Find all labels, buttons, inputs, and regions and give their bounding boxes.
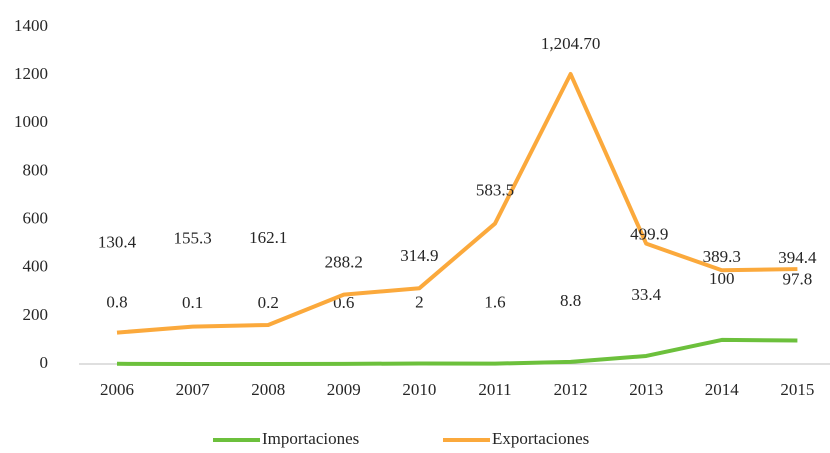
x-tick-label: 2007 — [176, 380, 211, 399]
series-line — [116, 72, 798, 335]
x-tick-label: 2011 — [478, 380, 511, 399]
x-tick-label: 2009 — [327, 380, 361, 399]
series-line — [116, 337, 798, 366]
y-tick-label: 1200 — [14, 64, 48, 83]
data-label: 394.4 — [778, 248, 817, 267]
data-label: 583.5 — [476, 180, 514, 199]
data-label: 2 — [415, 292, 424, 311]
data-label: 314.9 — [400, 246, 438, 265]
x-tick-label: 2014 — [705, 380, 740, 399]
data-label: 130.4 — [98, 233, 137, 252]
x-tick-label: 2010 — [402, 380, 436, 399]
y-tick-label: 400 — [23, 257, 49, 276]
y-tick-label: 600 — [23, 208, 49, 227]
x-tick-label: 2012 — [554, 380, 588, 399]
data-label: 1,204.70 — [541, 34, 601, 53]
x-tick-label: 2008 — [251, 380, 285, 399]
data-label: 499.9 — [630, 225, 668, 244]
data-label: 0.8 — [106, 293, 127, 312]
y-tick-label: 1000 — [14, 112, 48, 131]
x-tick-label: 2015 — [780, 380, 814, 399]
y-tick-label: 200 — [23, 305, 49, 324]
data-label: 33.4 — [631, 285, 661, 304]
data-label: 389.3 — [703, 247, 741, 266]
legend-label: Importaciones — [262, 429, 359, 448]
y-tick-label: 1400 — [14, 16, 48, 35]
data-label: 0.1 — [182, 293, 203, 312]
data-label: 155.3 — [173, 229, 211, 248]
legend-label: Exportaciones — [492, 429, 589, 448]
data-label: 288.2 — [325, 253, 363, 272]
x-tick-label: 2006 — [100, 380, 134, 399]
data-label: 162.1 — [249, 228, 287, 247]
data-label: 0.2 — [258, 293, 279, 312]
x-tick-label: 2013 — [629, 380, 663, 399]
y-tick-label: 800 — [23, 160, 49, 179]
y-tick-label: 0 — [40, 353, 49, 372]
data-label: 100 — [709, 269, 735, 288]
data-label: 1.6 — [484, 293, 505, 312]
data-label: 8.8 — [560, 291, 581, 310]
data-label: 97.8 — [783, 269, 813, 288]
